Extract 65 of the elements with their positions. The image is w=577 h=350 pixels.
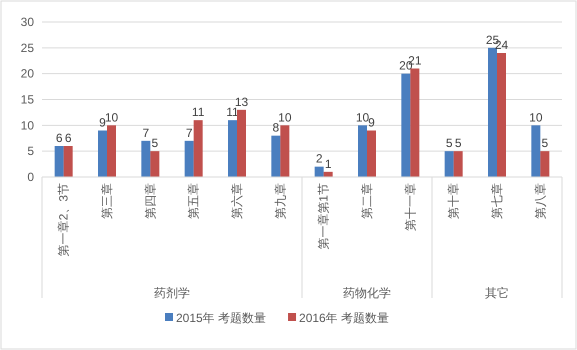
- data-label: 5: [446, 136, 453, 150]
- data-label: 9: [99, 116, 106, 130]
- x-tick-label: 第四章: [143, 183, 158, 219]
- x-tick-label: 第一章2、3节: [56, 183, 71, 256]
- y-tick-label: 0: [27, 170, 34, 184]
- bar: [540, 151, 550, 177]
- data-label: 2: [316, 152, 323, 166]
- x-tick-label: 第三章: [100, 183, 114, 219]
- bar: [497, 53, 506, 177]
- bar: [237, 110, 246, 177]
- x-tick-label: 第十一章: [403, 183, 418, 231]
- x-tick-label: 第五章: [186, 183, 201, 219]
- legend-label: 2016年 考题数量: [299, 311, 390, 325]
- bar: [150, 151, 160, 177]
- text: 其它: [485, 286, 509, 300]
- x-tick-label: 第六章: [230, 183, 244, 219]
- bar: [280, 125, 290, 177]
- bar: [367, 130, 376, 177]
- legend-label: 2015年 考题数量: [176, 311, 266, 325]
- bar: [98, 130, 107, 177]
- text: 药物化学: [343, 286, 391, 300]
- bar: [444, 151, 454, 177]
- data-label: 6: [64, 131, 72, 145]
- x-tick-label: 第十章: [446, 183, 461, 219]
- y-tick-label: 5: [27, 144, 34, 158]
- data-label: 11: [192, 105, 205, 120]
- y-tick-label: 20: [20, 66, 34, 81]
- bar: [194, 120, 203, 177]
- data-label: 10: [104, 110, 118, 124]
- data-label: 9: [368, 116, 376, 130]
- bar: [488, 48, 497, 177]
- data-label: 8: [272, 120, 280, 135]
- y-tick-label: 25: [20, 40, 34, 55]
- data-label: 5: [541, 136, 548, 150]
- text: 药剂学: [154, 286, 190, 300]
- x-tick-label: 第七章: [490, 183, 504, 219]
- bar: [314, 166, 324, 177]
- y-tick-label: 10: [20, 118, 34, 132]
- bar: [410, 68, 420, 177]
- data-label: 10: [529, 110, 543, 124]
- y-tick-label: 15: [20, 92, 34, 106]
- y-tick-label: 30: [20, 15, 34, 29]
- data-label: 1: [324, 156, 332, 171]
- x-tick-label: 第八章: [533, 183, 548, 219]
- bar: [531, 125, 540, 177]
- x-tick-label: 第九章: [273, 183, 288, 219]
- data-label: 7: [142, 126, 150, 140]
- data-label: 10: [278, 110, 292, 124]
- bar: [454, 151, 463, 177]
- bar: [107, 125, 116, 177]
- data-label: 6: [56, 131, 63, 145]
- bar: [401, 74, 410, 177]
- bar: [184, 140, 194, 177]
- bar: [271, 136, 280, 177]
- bar: [141, 140, 150, 177]
- bar: [54, 146, 64, 177]
- data-label: 5: [454, 136, 462, 150]
- bar: [358, 125, 367, 177]
- data-label: 5: [151, 136, 158, 150]
- bar: [228, 120, 237, 177]
- x-tick-label: 第二章: [360, 183, 374, 219]
- data-label: 7: [186, 126, 193, 140]
- data-label: 10: [356, 110, 370, 124]
- x-tick-label: 第一章第1节: [316, 183, 331, 250]
- bar: [64, 146, 73, 177]
